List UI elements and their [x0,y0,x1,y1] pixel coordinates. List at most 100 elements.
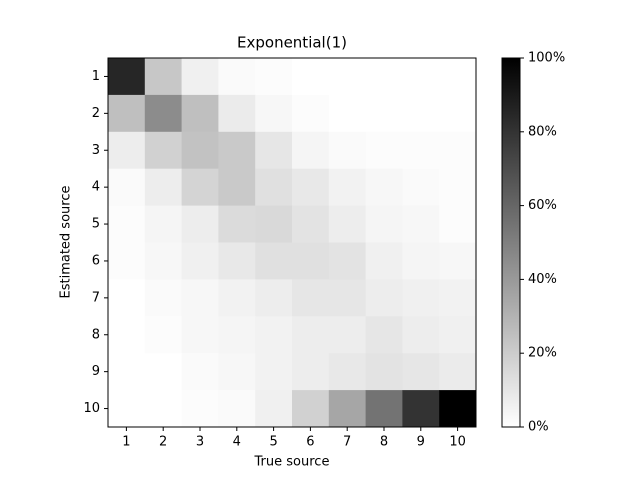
heatmap-cell [218,390,256,428]
heatmap-cell [255,316,293,354]
heatmap-cell [181,58,219,96]
heatmap-cell [218,316,256,354]
heatmap-cell [402,94,440,133]
heatmap-cell [144,94,183,133]
colorbar-tick-label: 20% [528,346,557,361]
heatmap-cell [181,279,219,317]
heatmap-cell [328,94,367,133]
heatmap-cell [365,168,403,207]
heatmap-cell [402,131,440,170]
y-tick-label: 7 [92,290,100,305]
heatmap-cell [108,94,146,133]
heatmap-cell [255,58,293,96]
heatmap-cell [439,242,477,280]
y-tick-label: 5 [92,217,100,232]
heatmap-cell [255,353,293,391]
heatmap-cell [439,205,477,243]
heatmap-cell [181,94,219,133]
heatmap-cell [328,205,367,243]
heatmap-cell [292,58,330,96]
heatmap-cell [439,94,477,133]
x-tick-label: 9 [417,435,425,450]
heatmap-cell [292,205,330,243]
colorbar-tick-label: 80% [528,124,557,139]
heatmap-cell [144,242,183,280]
x-tick-label: 6 [306,435,314,450]
heatmap-cell [144,279,183,317]
heatmap-cell [218,58,256,96]
heatmap-cell [181,168,219,207]
heatmap-cell [439,131,477,170]
heatmap-cell [292,390,330,428]
heatmap-cell [365,94,403,133]
heatmap-cell [144,205,183,243]
heatmap-cell [255,242,293,280]
heatmap-cell [439,390,477,428]
colorbar-tick-label: 60% [528,198,557,213]
x-tick-label: 7 [343,435,351,450]
heatmap-cell [292,94,330,133]
heatmap-cell [439,279,477,317]
x-tick-label: 5 [269,435,277,450]
heatmap-cell [328,279,367,317]
y-tick-label: 2 [92,106,100,121]
y-tick-label: 1 [92,69,100,84]
colorbar [501,57,521,428]
heatmap-cell [255,94,293,133]
heatmap-cell [108,316,146,354]
heatmap-cell [439,58,477,96]
y-tick-label: 4 [92,180,100,195]
heatmap-cell [402,168,440,207]
heatmap-cell [328,316,367,354]
heatmap-cell [144,58,183,96]
heatmap-cell [292,353,330,391]
x-tick-label: 10 [449,435,466,450]
heatmap-cell [365,131,403,170]
y-tick-label: 10 [83,401,100,416]
heatmap-cell [255,168,293,207]
heatmap-cell [218,168,256,207]
heatmap-cell [402,242,440,280]
heatmap-cell [365,58,403,96]
heatmap-cell [328,353,367,391]
heatmap-cell [328,131,367,170]
colorbar-tick-label: 40% [528,272,557,287]
heatmap-cell [218,353,256,391]
heatmap-cell [255,131,293,170]
colorbar-tick-label: 100% [528,51,565,66]
heatmap-cell [181,390,219,428]
heatmap-cell [108,205,146,243]
heatmap-cell [365,242,403,280]
heatmap-cell [218,131,256,170]
heatmap-cell [365,279,403,317]
x-tick-label: 3 [196,435,204,450]
heatmap-cell [328,168,367,207]
heatmap-cell [402,205,440,243]
heatmap-cell [108,353,146,391]
heatmap-cell [402,390,440,428]
plot-frame [107,57,477,428]
heatmap-cell [218,94,256,133]
x-tick-label: 4 [233,435,241,450]
heatmap-cell [328,58,367,96]
heatmap-cell [328,242,367,280]
heatmap-cell [144,316,183,354]
heatmap-cell [108,242,146,280]
heatmap-cell [108,131,146,170]
x-tick-label: 8 [380,435,388,450]
y-axis-label: Estimated source [59,186,74,299]
heatmap-cell [439,353,477,391]
heatmap-cell [292,316,330,354]
heatmap-cell [108,279,146,317]
y-tick-label: 8 [92,327,100,342]
y-tick-label: 9 [92,364,100,379]
heatmap-cell [255,279,293,317]
heatmap-cell [402,316,440,354]
heatmap-cell [402,279,440,317]
heatmap-cell [181,205,219,243]
heatmap-cell [181,353,219,391]
x-tick-label: 1 [122,435,130,450]
heatmap-cell [181,131,219,170]
heatmap-cell [292,131,330,170]
